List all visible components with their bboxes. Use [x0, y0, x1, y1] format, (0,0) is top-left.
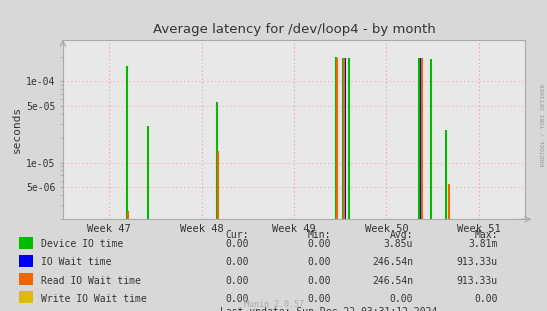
Text: Device IO time: Device IO time: [41, 239, 123, 249]
Y-axis label: seconds: seconds: [11, 106, 22, 153]
Text: 913.33u: 913.33u: [457, 276, 498, 285]
Text: 0.00: 0.00: [307, 276, 331, 285]
Text: 0.00: 0.00: [307, 239, 331, 249]
Text: 246.54n: 246.54n: [372, 258, 413, 267]
Text: Write IO Wait time: Write IO Wait time: [41, 294, 147, 304]
Text: RRDTOOL / TOBI OETIKER: RRDTOOL / TOBI OETIKER: [540, 83, 545, 166]
Text: Max:: Max:: [474, 230, 498, 239]
Text: Read IO Wait time: Read IO Wait time: [41, 276, 141, 285]
Text: 0.00: 0.00: [389, 294, 413, 304]
Text: Last update: Sun Dec 22 03:31:12 2024: Last update: Sun Dec 22 03:31:12 2024: [219, 307, 437, 311]
Text: 913.33u: 913.33u: [457, 258, 498, 267]
Text: 3.81m: 3.81m: [468, 239, 498, 249]
Text: Munin 2.0.57: Munin 2.0.57: [243, 300, 304, 309]
Text: 0.00: 0.00: [307, 294, 331, 304]
Text: 0.00: 0.00: [225, 294, 249, 304]
Text: Avg:: Avg:: [389, 230, 413, 239]
Text: IO Wait time: IO Wait time: [41, 258, 112, 267]
Text: 0.00: 0.00: [307, 258, 331, 267]
Text: Cur:: Cur:: [225, 230, 249, 239]
Text: 3.85u: 3.85u: [383, 239, 413, 249]
Text: 0.00: 0.00: [225, 258, 249, 267]
Text: 0.00: 0.00: [225, 276, 249, 285]
Text: 0.00: 0.00: [225, 239, 249, 249]
Text: Min:: Min:: [307, 230, 331, 239]
Title: Average latency for /dev/loop4 - by month: Average latency for /dev/loop4 - by mont…: [153, 24, 435, 36]
Text: 246.54n: 246.54n: [372, 276, 413, 285]
Text: 0.00: 0.00: [474, 294, 498, 304]
